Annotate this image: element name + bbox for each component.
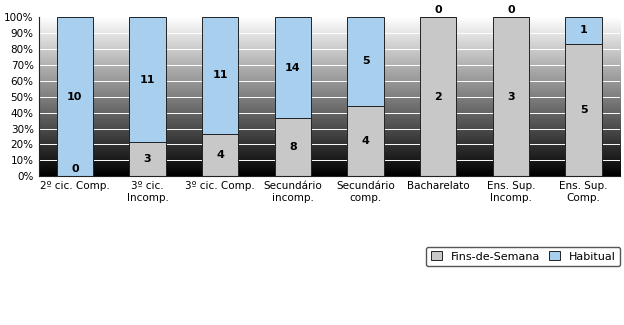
Text: 3: 3: [507, 92, 515, 102]
Text: 0: 0: [507, 5, 515, 15]
Text: 8: 8: [289, 142, 297, 152]
Bar: [202, 17, 238, 134]
Bar: [129, 142, 166, 176]
Bar: [275, 118, 311, 176]
Text: 3: 3: [144, 154, 152, 164]
Bar: [565, 44, 602, 176]
Bar: [348, 106, 384, 176]
Text: 5: 5: [362, 56, 369, 66]
Bar: [420, 17, 456, 176]
Bar: [57, 17, 93, 176]
Text: 0: 0: [71, 164, 79, 174]
Text: 4: 4: [217, 150, 224, 160]
Text: 0: 0: [434, 5, 442, 15]
Text: 2: 2: [434, 92, 442, 102]
Bar: [493, 17, 529, 176]
Bar: [565, 17, 602, 44]
Legend: Fins-de-Semana, Habitual: Fins-de-Semana, Habitual: [426, 247, 620, 266]
Text: 10: 10: [67, 92, 82, 102]
Bar: [129, 17, 166, 142]
Text: 4: 4: [361, 136, 369, 146]
Text: 11: 11: [212, 71, 228, 81]
Bar: [348, 17, 384, 106]
Text: 5: 5: [580, 105, 587, 115]
Bar: [275, 17, 311, 118]
Text: 14: 14: [285, 63, 301, 73]
Bar: [202, 134, 238, 176]
Text: 1: 1: [580, 25, 587, 35]
Text: 11: 11: [140, 75, 155, 84]
